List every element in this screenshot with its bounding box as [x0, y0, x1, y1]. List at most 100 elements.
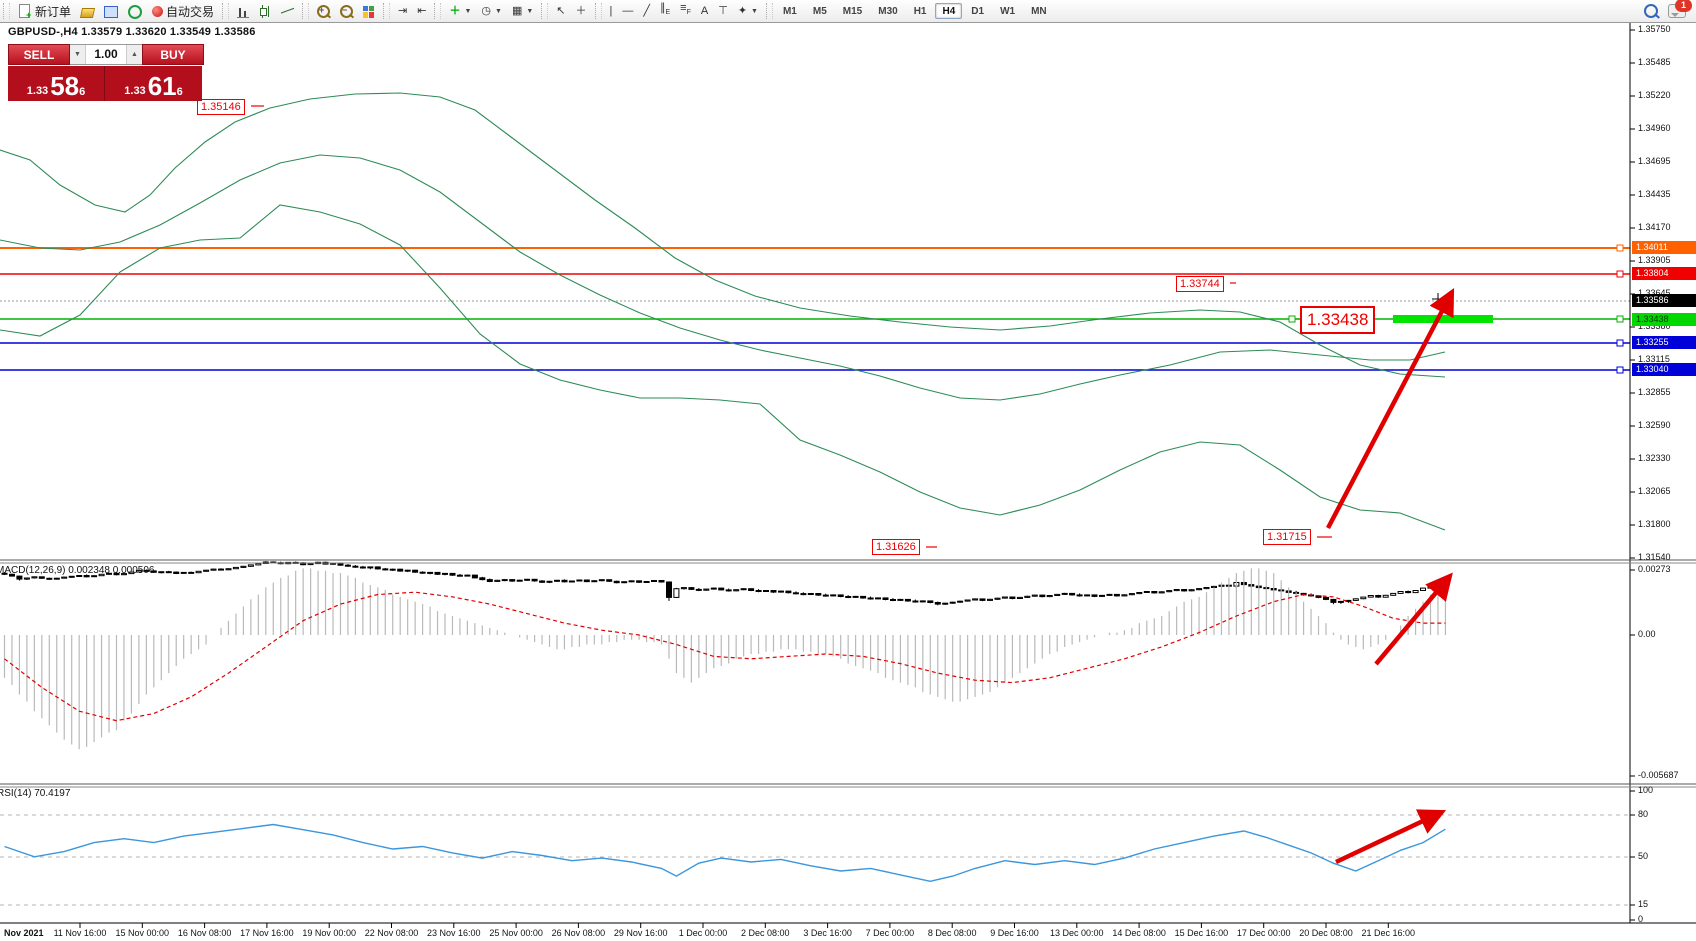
- timeframe-h1[interactable]: H1: [913, 6, 927, 17]
- shapes-button[interactable]: ✦ ▼: [737, 5, 758, 17]
- time-axis-label: 22 Nov 08:00: [364, 928, 419, 938]
- timeframe-mn[interactable]: MN: [1031, 6, 1047, 17]
- cursor-button[interactable]: ↖: [551, 2, 570, 20]
- price-axis-label: 1.35750: [1638, 24, 1671, 34]
- price-axis-label: 1.33380: [1638, 321, 1671, 331]
- timeframe-w1[interactable]: W1: [1000, 6, 1016, 17]
- sell-quote[interactable]: 1.33 58 6: [8, 66, 105, 101]
- line-chart-button[interactable]: [276, 2, 299, 20]
- profiles-button[interactable]: [76, 2, 99, 20]
- toolbar-grip: [765, 3, 773, 19]
- time-axis-label: 20 Dec 08:00: [1299, 928, 1353, 938]
- zoom-out-button[interactable]: −: [335, 2, 358, 20]
- price-axis-label: 1.34435: [1638, 189, 1671, 199]
- crosshair-button[interactable]: ＋: [571, 2, 592, 20]
- time-axis-label: 15 Nov 00:00: [115, 928, 170, 938]
- text-button[interactable]: A: [696, 2, 713, 20]
- chart-price-label[interactable]: 1.33438: [1300, 306, 1376, 334]
- timeframe-m1[interactable]: M1: [782, 6, 797, 17]
- chart-price-label[interactable]: 1.33744: [1176, 276, 1224, 292]
- bollinger-bands: [0, 92, 1446, 531]
- indicators-icon: ＋: [449, 5, 461, 17]
- price-axis-label: 1.31800: [1638, 519, 1671, 529]
- bar-chart-button[interactable]: [232, 2, 254, 20]
- rsi-line: [4, 823, 1446, 883]
- channel-button[interactable]: ∥E: [655, 2, 675, 20]
- buy-button[interactable]: BUY: [142, 44, 204, 65]
- horizontal-line-button[interactable]: —: [617, 2, 638, 20]
- trendline-button[interactable]: ╱: [638, 2, 655, 20]
- market-watch-button[interactable]: [99, 2, 123, 20]
- price-level-badge: 1.33040: [1632, 363, 1696, 376]
- time-axis-label: 29 Nov 16:00: [613, 928, 668, 938]
- zoom-in-button[interactable]: +: [312, 2, 335, 20]
- line-chart-icon: [281, 5, 295, 17]
- notification-badge: 1: [1675, 0, 1692, 12]
- toolbar-grip: [222, 3, 230, 19]
- new-order-button[interactable]: + 新订单: [13, 2, 76, 20]
- timeframe-m15[interactable]: M15: [842, 6, 863, 17]
- time-axis-label: 2 Dec 08:00: [741, 928, 790, 938]
- time-axis-label: 17 Nov 16:00: [240, 928, 294, 938]
- tile-windows-icon: [363, 5, 375, 18]
- auto-trading-button[interactable]: 自动交易: [147, 2, 219, 20]
- indicators-button[interactable]: ＋ ▼: [449, 5, 472, 17]
- chart-price-label[interactable]: 1.31715: [1263, 529, 1311, 545]
- timeframe-h4[interactable]: H4: [935, 3, 963, 19]
- timeframe-d1[interactable]: D1: [971, 6, 985, 17]
- candlestick-chart-button[interactable]: [254, 2, 276, 20]
- vertical-line-button[interactable]: |: [605, 2, 618, 20]
- macd-axis-label: -0.005687: [1638, 770, 1679, 780]
- time-axis-label: 19 Nov 00:00: [302, 928, 356, 938]
- zoom-in-icon: +: [317, 5, 331, 18]
- chart-price-label[interactable]: 1.35146: [197, 99, 245, 115]
- rsi-axis-label: 0: [1638, 914, 1644, 924]
- zoom-out-icon: −: [340, 5, 354, 18]
- buy-price-big: 61: [147, 71, 177, 101]
- buy-quote[interactable]: 1.33 61 6: [105, 66, 202, 101]
- price-axis-label: 1.33645: [1638, 288, 1671, 298]
- signals-button[interactable]: [123, 2, 147, 20]
- chart-shift-button[interactable]: ⇤: [412, 2, 431, 20]
- timeframe-m5[interactable]: M5: [812, 6, 827, 17]
- channel-icon: ∥E: [660, 2, 671, 17]
- toolbar-grip: [434, 3, 442, 19]
- periods-button[interactable]: ◷ ▼: [481, 5, 502, 17]
- lot-decrease-button[interactable]: ▼: [70, 45, 86, 64]
- one-click-trading-panel: SELL ▼ 1.00 ▲ BUY 1.33 58 6 1.33 61 6: [8, 44, 204, 101]
- time-axis-label: 14 Dec 08:00: [1112, 928, 1166, 938]
- profiles-icon: [79, 7, 96, 18]
- text-label-button[interactable]: ⊤: [713, 2, 733, 20]
- lot-value[interactable]: 1.00: [94, 47, 118, 61]
- sell-button[interactable]: SELL: [8, 44, 70, 65]
- time-axis-label: 7 Dec 00:00: [865, 928, 915, 938]
- cursor-icon: ↖: [556, 5, 566, 17]
- chart-shift-icon: ⇤: [417, 5, 427, 17]
- auto-scroll-button[interactable]: ⇥: [393, 2, 412, 20]
- macd-histogram: [3, 568, 1447, 750]
- tile-windows-button[interactable]: [358, 2, 380, 20]
- price-axis-label: 1.34960: [1638, 123, 1671, 133]
- time-axis-label: 13 Dec 00:00: [1050, 928, 1104, 938]
- price-axis-label: 1.35485: [1638, 57, 1671, 67]
- timeframe-m30[interactable]: M30: [878, 6, 898, 17]
- new-order-icon: +: [18, 4, 32, 20]
- crosshair-icon: ＋: [575, 5, 587, 17]
- notifications-icon[interactable]: 1: [1668, 0, 1692, 18]
- new-order-label: 新订单: [35, 4, 72, 19]
- toolbar-grip: [594, 3, 602, 19]
- price-axis-label: 1.34170: [1638, 222, 1671, 232]
- fibonacci-icon: ≡F: [680, 2, 691, 17]
- lot-increase-button[interactable]: ▲: [126, 45, 142, 64]
- shapes-icon: ✦: [737, 5, 748, 17]
- lot-size-field[interactable]: ▼ 1.00 ▲: [70, 44, 142, 65]
- fibonacci-button[interactable]: ≡F: [675, 2, 696, 20]
- time-axis-label: 21 Dec 16:00: [1361, 928, 1416, 938]
- search-icon[interactable]: [1644, 4, 1658, 18]
- price-level-badge: 1.33438: [1632, 313, 1696, 326]
- chart-price-label[interactable]: 1.31626: [872, 539, 920, 555]
- templates-button[interactable]: ▦ ▼: [511, 5, 534, 17]
- rsi-axis-label: 50: [1638, 851, 1649, 861]
